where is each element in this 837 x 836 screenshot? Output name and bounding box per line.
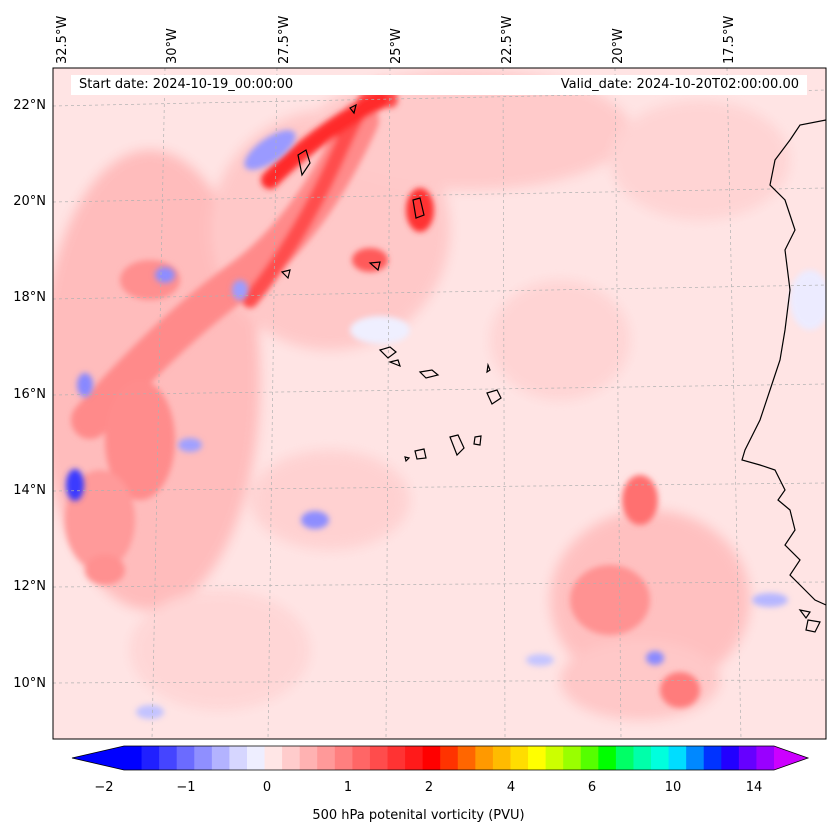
colorbar-tick-label: 6 <box>587 780 597 795</box>
colorbar-swatch <box>141 746 160 770</box>
colorbar-swatch <box>282 746 301 770</box>
colorbar-swatch <box>633 746 652 770</box>
colorbar <box>71 745 810 771</box>
lon-label: 27.5°W <box>277 15 292 64</box>
colorbar-tick-label: 10 <box>664 780 682 795</box>
pv-field <box>53 68 826 739</box>
colorbar-swatch <box>510 746 529 770</box>
colorbar-swatch <box>264 746 283 770</box>
lon-label: 20°W <box>611 28 626 64</box>
colorbar-tick-label: 4 <box>506 780 516 795</box>
colorbar-swatch <box>475 746 494 770</box>
lat-label: 20°N <box>13 194 46 209</box>
colorbar-swatch <box>317 746 336 770</box>
lat-label: 12°N <box>13 579 46 594</box>
colorbar-tick-label: −2 <box>94 780 114 795</box>
colorbar-swatch <box>492 746 511 770</box>
colorbar-tick-label: 0 <box>262 780 272 795</box>
colorbar-swatch <box>651 746 670 770</box>
lon-label: 30°W <box>165 28 180 64</box>
colorbar-swatch <box>756 746 775 770</box>
colorbar-swatch <box>703 746 722 770</box>
colorbar-swatch <box>229 746 248 770</box>
colorbar-swatch <box>352 746 371 770</box>
colorbar-swatch <box>528 746 547 770</box>
colorbar-swatch <box>194 746 213 770</box>
colorbar-swatch <box>457 746 476 770</box>
colorbar-outline <box>71 745 810 771</box>
colorbar-swatch <box>211 746 230 770</box>
valid-date: Valid_date: 2024-10-20T02:00:00.00 <box>560 77 799 92</box>
colorbar-swatch <box>598 746 617 770</box>
colorbar-swatch <box>422 746 441 770</box>
colorbar-swatch <box>686 746 705 770</box>
colorbar-swatch <box>563 746 582 770</box>
lat-label: 18°N <box>13 290 46 305</box>
colorbar-swatch <box>159 746 178 770</box>
colorbar-swatch <box>334 746 353 770</box>
colorbar-swatch <box>176 746 195 770</box>
lon-label: 17.5°W <box>722 15 737 64</box>
colorbar-swatch <box>721 746 740 770</box>
colorbar-swatch <box>668 746 687 770</box>
lat-label: 14°N <box>13 483 46 498</box>
colorbar-tick-label: 1 <box>343 780 353 795</box>
colorbar-swatch <box>440 746 459 770</box>
colorbar-extend-right <box>774 746 808 770</box>
colorbar-swatch <box>387 746 406 770</box>
colorbar-tick-label: 14 <box>745 780 763 795</box>
colorbar-swatch <box>405 746 424 770</box>
colorbar-swatch <box>580 746 599 770</box>
lat-label: 10°N <box>13 676 46 691</box>
colorbar-title: 500 hPa potenital vorticity (PVU) <box>312 808 525 823</box>
lon-label: 32.5°W <box>55 15 70 64</box>
colorbar-swatch <box>369 746 389 770</box>
colorbar-tick-label: 2 <box>424 780 434 795</box>
colorbar-tick-label: −1 <box>176 780 196 795</box>
colorbar-swatch <box>124 746 143 770</box>
coastlines <box>280 103 826 633</box>
lat-label: 16°N <box>13 387 46 402</box>
colorbar-swatch <box>246 746 266 770</box>
colorbar-swatch <box>615 746 634 770</box>
colorbar-swatch <box>738 746 757 770</box>
lat-label: 22°N <box>13 98 46 113</box>
date-banner: Start date: 2024-10-19_00:00:00 Valid_da… <box>71 75 807 95</box>
lon-label: 22.5°W <box>500 15 515 64</box>
colorbar-extend-left <box>72 746 124 770</box>
lon-label: 25°W <box>389 28 404 64</box>
map-frame <box>52 67 827 740</box>
start-date: Start date: 2024-10-19_00:00:00 <box>79 77 294 92</box>
colorbar-swatch <box>299 746 318 770</box>
colorbar-swatch <box>545 746 564 770</box>
pv-strong-streaks <box>65 79 700 708</box>
pv-negative-patches <box>66 130 826 719</box>
